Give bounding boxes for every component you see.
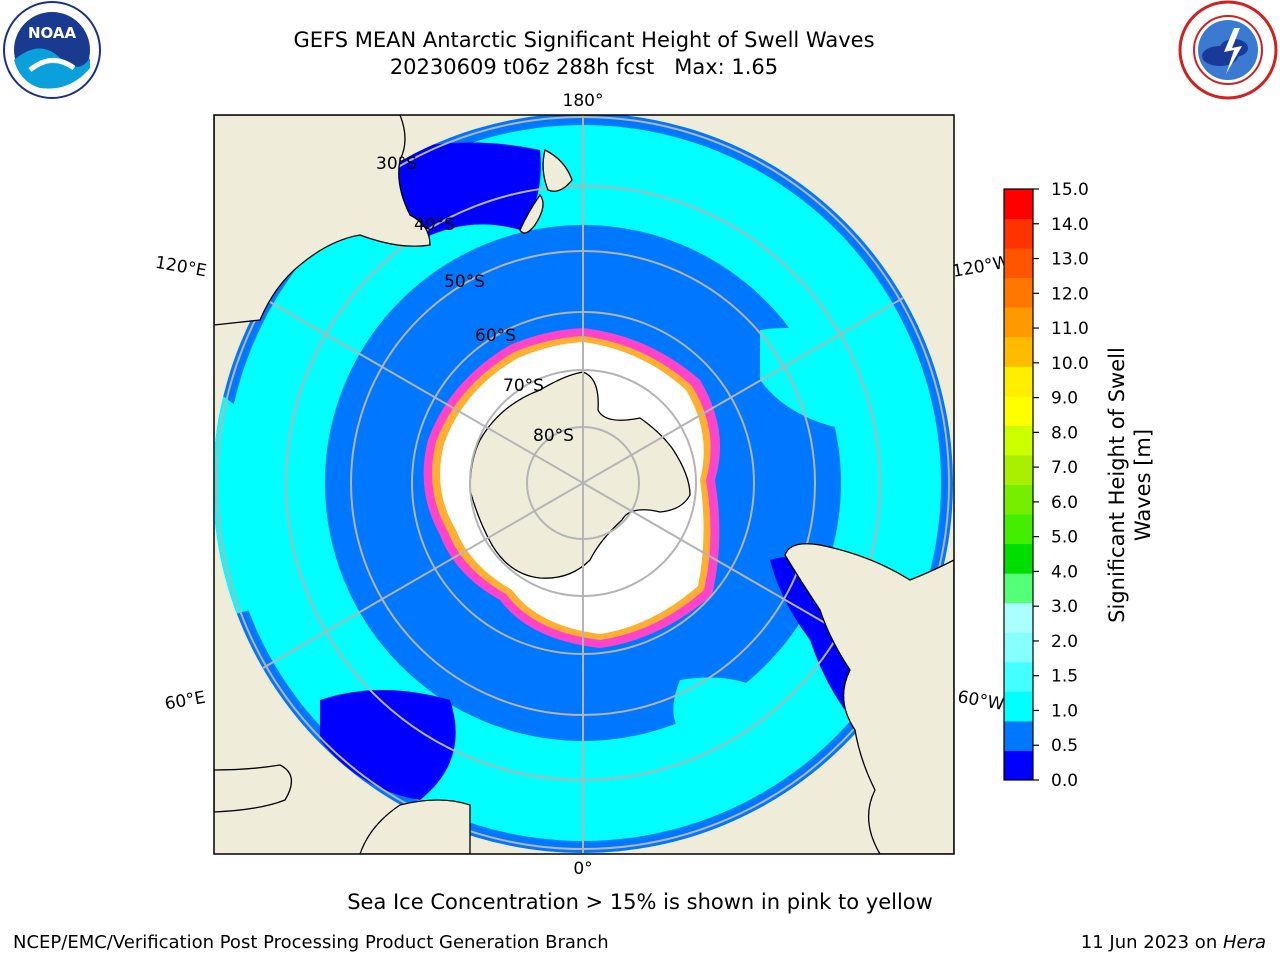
colorbar-segment (1004, 602, 1033, 633)
lon-label-0: 0° (573, 859, 592, 879)
colorbar-tick-label: 9.0 (1051, 389, 1078, 409)
colorbar-tick-label: 1.0 (1051, 701, 1078, 721)
lon-label-120e: 120°E (154, 253, 208, 282)
colorbar-segment (1004, 454, 1033, 485)
colorbar-tick-label: 14.0 (1051, 215, 1089, 235)
colorbar-segment (1004, 632, 1033, 663)
map-frame (213, 114, 955, 855)
africa-land (359, 799, 471, 854)
new-zealand-land (519, 149, 573, 234)
graticule (216, 115, 950, 853)
swell-patch-cyan-2 (673, 677, 780, 745)
lon-label-60e: 60°E (163, 688, 207, 715)
colorbar-tick-label: 6.0 (1051, 493, 1078, 513)
madagascar-land (214, 764, 292, 813)
colorbar-segment (1004, 691, 1033, 722)
colorbar-segment (1004, 720, 1033, 751)
colorbar-segment (1004, 661, 1033, 692)
south-america-land (784, 543, 954, 854)
colorbar-frame (1003, 188, 1034, 781)
colorbar-segment (1004, 514, 1033, 545)
colorbar-segment (1004, 395, 1033, 426)
run-date-host: Hera (1222, 932, 1266, 953)
lon-label-180: 180° (563, 91, 604, 111)
lat-label-40s: 40°S (414, 215, 455, 235)
colorbar-segment (1004, 307, 1033, 338)
colorbar-segment (1004, 248, 1033, 279)
lon-label-60w: 60°W (956, 687, 1006, 715)
colorbar-tick-label: 1.5 (1051, 667, 1078, 687)
chart-subtitle: 20230609 t06z 288h fcst Max: 1.65 (389, 55, 779, 79)
lat-label-60s: 60°S (475, 326, 516, 346)
run-date: 11 Jun 2023 on Hera (1081, 932, 1266, 953)
run-date-text: 11 Jun 2023 on (1080, 932, 1223, 953)
colorbar-tick-label: 8.0 (1051, 423, 1078, 443)
colorbar-tick-label: 7.0 (1051, 458, 1078, 478)
swell-patch-darkblue-sw (320, 690, 456, 800)
noaa-logo-text: NOAA (28, 24, 77, 42)
swell-patch-cyan-3 (760, 328, 886, 430)
colorbar-tick-label: 0.0 (1051, 771, 1078, 791)
branch-credit: NCEP/EMC/Verification Post Processing Pr… (13, 932, 609, 953)
colorbar-segment (1004, 277, 1033, 308)
colorbar-label-line2: Waves [m] (1131, 429, 1155, 541)
nws-logo (1178, 0, 1278, 100)
colorbar-tick-label: 2.0 (1051, 632, 1078, 652)
sea-ice-note: Sea Ice Concentration > 15% is shown in … (347, 890, 933, 914)
swell-patch-darkblue-nz (399, 142, 541, 240)
colorbar-tick-label: 11.0 (1051, 319, 1089, 339)
colorbar-segment (1004, 543, 1033, 574)
colorbar-label-line1: Significant Height of Swell (1105, 347, 1129, 623)
colorbar-segment (1004, 366, 1033, 397)
swell-patch-cyan (214, 390, 323, 620)
colorbar-tick-label: 0.5 (1051, 736, 1078, 756)
antarctica-land (469, 371, 691, 579)
chart-title: GEFS MEAN Antarctic Significant Height o… (293, 28, 875, 52)
colorbar-tick-label: 13.0 (1051, 250, 1089, 270)
meridian-60e-120w (262, 297, 904, 669)
noaa-logo: NOAA (3, 1, 101, 99)
colorbar-tick-label: 3.0 (1051, 597, 1078, 617)
colorbar-segment (1004, 189, 1033, 220)
lat-label-70s: 70°S (503, 376, 544, 396)
colorbar-tick-label: 4.0 (1051, 562, 1078, 582)
lon-label-120w: 120°W (951, 252, 1012, 282)
colorbar-tick-label: 5.0 (1051, 528, 1078, 548)
colorbar-tick-label: 15.0 (1051, 180, 1089, 200)
colorbar-tick-label: 10.0 (1051, 354, 1089, 374)
colorbar-segment (1004, 573, 1033, 604)
colorbar-segment (1004, 425, 1033, 456)
colorbar-segment (1004, 484, 1033, 515)
colorbar: 15.0 14.0 13.0 12.0 11.0 10.0 9.0 8.0 7.0 6.0 5.0 4… (1004, 180, 1089, 791)
colorbar-segment (1004, 218, 1033, 249)
colorbar-segment (1004, 336, 1033, 367)
australia-land (214, 115, 431, 326)
lat-label-80s: 80°S (533, 426, 574, 446)
colorbar-segment (1004, 750, 1033, 781)
colorbar-tick-label: 12.0 (1051, 284, 1089, 304)
lat-label-30s: 30°S (376, 154, 417, 174)
lat-label-50s: 50°S (444, 272, 485, 292)
